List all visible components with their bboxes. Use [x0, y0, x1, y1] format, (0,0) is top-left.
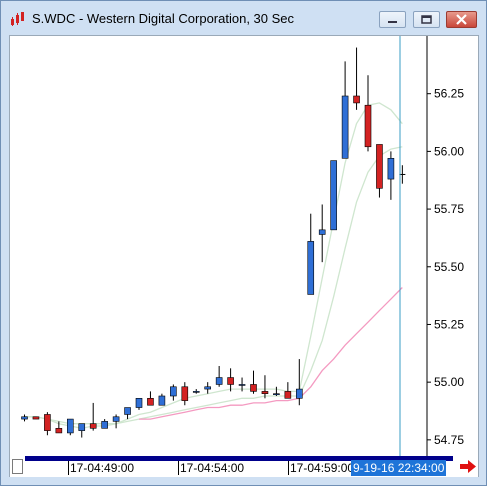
- candle-body: [192, 391, 200, 393]
- candle-body: [284, 391, 292, 399]
- moving-average-line: [24, 102, 403, 429]
- candle-body: [364, 104, 372, 148]
- title-bar[interactable]: S.WDC - Western Digital Corporation, 30 …: [1, 1, 486, 35]
- candle-body: [330, 160, 337, 231]
- time-tick: [178, 461, 179, 475]
- candle-body: [135, 398, 143, 408]
- candle-body: [78, 423, 86, 431]
- candle-body: [376, 144, 383, 189]
- red-right-arrow-icon[interactable]: [459, 459, 477, 474]
- price-tick-label: 55.50: [434, 260, 464, 274]
- price-tick-label: 55.25: [434, 317, 464, 331]
- candle-body: [215, 377, 223, 385]
- candle-body: [32, 416, 40, 420]
- candle-body: [295, 388, 303, 399]
- candle-body: [124, 407, 131, 415]
- candle-body: [307, 241, 315, 295]
- candle-body: [147, 398, 154, 406]
- candle-body: [204, 386, 211, 390]
- candle-body: [261, 391, 269, 394]
- candlestick-chart[interactable]: 56.25 56.00 55.75 55.50 55.25 55.00 54.75: [10, 36, 478, 456]
- time-label: 17-04:54:00: [180, 461, 245, 475]
- maximize-icon: [421, 15, 432, 24]
- candle-body: [101, 421, 108, 429]
- chart-area[interactable]: 56.25 56.00 55.75 55.50 55.25 55.00 54.75 17-0…: [9, 35, 479, 477]
- close-icon: [456, 14, 467, 25]
- candle-body: [44, 414, 51, 431]
- price-tick-label: 56.25: [434, 87, 464, 101]
- candle-body: [318, 229, 326, 235]
- moving-average-line: [139, 287, 403, 420]
- time-label: 17-04:59:00: [290, 461, 355, 475]
- candle-body: [238, 384, 246, 386]
- cursor-time-label: 9-19-16 22:34:00: [351, 460, 447, 476]
- candle-body: [89, 423, 97, 429]
- candle-body: [353, 95, 360, 104]
- candle-body: [227, 377, 234, 385]
- chart-app-icon: [11, 12, 24, 26]
- candle-body: [181, 386, 189, 401]
- minimize-button[interactable]: [379, 11, 406, 28]
- close-button[interactable]: [446, 11, 477, 28]
- time-label: 17-04:49:00: [70, 461, 135, 475]
- candle-body: [21, 416, 28, 420]
- candle-body: [273, 393, 280, 395]
- maximize-button[interactable]: [413, 11, 440, 28]
- price-tick-label: 56.00: [434, 144, 464, 158]
- scrollbar-track[interactable]: [25, 456, 453, 461]
- window-title: S.WDC - Western Digital Corporation, 30 …: [32, 11, 295, 26]
- candle-body: [387, 158, 395, 180]
- candle-body: [55, 428, 63, 434]
- price-tick-label: 54.75: [434, 433, 464, 447]
- candle-body: [66, 418, 74, 434]
- time-tick: [288, 461, 289, 475]
- candle-body: [158, 395, 166, 406]
- price-tick-label: 55.75: [434, 202, 464, 216]
- candle-body: [341, 95, 349, 159]
- time-tick: [68, 461, 69, 475]
- minimize-icon: [388, 21, 397, 23]
- time-axis-bar: 17-04:49:00 17-04:54:00 17-04:59:00 9-19…: [10, 456, 478, 477]
- candle-body: [250, 384, 257, 392]
- candle-body: [170, 386, 177, 397]
- price-tick-label: 55.00: [434, 375, 464, 389]
- candle-body: [112, 416, 120, 422]
- scroll-left-box[interactable]: [12, 459, 23, 474]
- moving-average-line: [24, 146, 403, 425]
